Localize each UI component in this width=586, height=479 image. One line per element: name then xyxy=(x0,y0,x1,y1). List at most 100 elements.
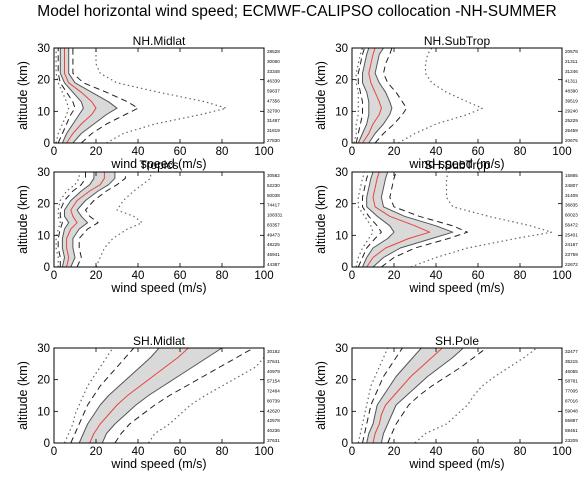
y-tick-label: 20 xyxy=(37,199,50,211)
sample-count-label: 46339 xyxy=(267,79,280,84)
series-median xyxy=(372,348,443,443)
panel-title: SH.Midlat xyxy=(133,334,186,348)
y-tick-label: 0 xyxy=(342,138,348,150)
series-p99 xyxy=(414,348,538,443)
iqr-band xyxy=(79,348,222,443)
sample-count-label: 23759 xyxy=(565,252,578,257)
series-p99 xyxy=(410,172,553,267)
x-tick-label: 80 xyxy=(514,446,527,458)
y-tick-label: 10 xyxy=(37,406,50,418)
x-tick-label: 80 xyxy=(514,270,527,282)
series-median xyxy=(89,348,189,443)
x-axis-label: wind speed (m/s) xyxy=(110,281,206,295)
sample-count-label: 60023 xyxy=(565,213,578,218)
sample-count-label: 20578 xyxy=(565,49,578,54)
sample-count-label: 40979 xyxy=(267,369,280,374)
series-group xyxy=(353,48,483,143)
series-p25 xyxy=(366,348,422,443)
x-tick-label: 60 xyxy=(174,446,187,458)
sample-count-label: 24807 xyxy=(565,183,578,188)
y-tick-label: 30 xyxy=(37,43,50,55)
x-tick-label: 40 xyxy=(132,146,145,158)
sample-count-label: 35215 xyxy=(565,359,578,364)
series-p10 xyxy=(362,348,403,443)
series-p90 xyxy=(387,348,487,443)
sample-count-label: 83357 xyxy=(267,222,280,227)
figure-title: Model horizontal wind speed; ECMWF-CALIP… xyxy=(37,3,556,20)
y-axis-label: altitude (km) xyxy=(16,185,30,254)
x-tick-label: 100 xyxy=(552,146,571,158)
x-tick-label: 80 xyxy=(216,146,229,158)
x-tick-label: 0 xyxy=(349,146,355,158)
sample-count-label: 20675 xyxy=(565,138,578,143)
sample-count-label: 72484 xyxy=(267,389,280,394)
y-tick-label: 0 xyxy=(44,138,50,150)
sample-count-label: 33348 xyxy=(267,69,280,74)
series-group xyxy=(55,172,152,267)
panel-title: Tropics xyxy=(140,158,179,172)
iqr-band xyxy=(358,48,392,143)
sample-count-label: 52230 xyxy=(267,183,280,188)
series-p10 xyxy=(57,48,76,143)
y-tick-label: 30 xyxy=(335,343,348,355)
x-tick-label: 60 xyxy=(472,146,485,158)
x-tick-label: 40 xyxy=(132,446,145,458)
y-tick-label: 10 xyxy=(37,230,50,242)
sample-count-label: 25459 xyxy=(565,128,578,133)
series-p99 xyxy=(147,348,264,443)
x-tick-label: 80 xyxy=(216,270,229,282)
sample-count-label: 25401 xyxy=(565,232,578,237)
y-tick-label: 0 xyxy=(342,438,348,450)
x-axis-label: wind speed (m/s) xyxy=(408,157,504,171)
x-tick-label: 100 xyxy=(254,146,273,158)
x-tick-label: 20 xyxy=(388,146,401,158)
panel-sh-pole: 0 20 40 60 80 100 0 10 20 30 SH.Pole wind speed (m/… xyxy=(314,334,578,471)
sample-count-label: 80739 xyxy=(267,398,280,403)
sample-count-label: 31246 xyxy=(565,69,578,74)
series-p5 xyxy=(353,48,364,143)
sample-count-label: 32700 xyxy=(267,108,280,113)
y-tick-label: 20 xyxy=(335,75,348,87)
sample-count-label: 21311 xyxy=(565,59,578,64)
x-axis-label: wind speed (m/s) xyxy=(408,281,504,295)
x-axis-label: wind speed (m/s) xyxy=(110,457,206,471)
y-tick-label: 10 xyxy=(335,106,348,118)
sample-count-label: 30182 xyxy=(267,349,280,354)
series-p90 xyxy=(76,172,126,267)
x-tick-label: 20 xyxy=(90,446,103,458)
series-group xyxy=(55,48,227,143)
plot-frame xyxy=(53,47,265,144)
series-p90 xyxy=(374,48,408,143)
x-tick-label: 100 xyxy=(254,270,273,282)
series-p75 xyxy=(372,172,454,267)
iqr-band xyxy=(62,172,115,267)
plot-area xyxy=(54,172,264,267)
sample-count-label: 31819 xyxy=(267,128,280,133)
iqr-band xyxy=(60,48,117,143)
x-axis-label: wind speed (m/s) xyxy=(110,157,206,171)
panel-nh-subtrop: 0 20 40 60 80 100 0 10 20 30 NH.SubTrop wind speed … xyxy=(314,34,578,171)
plot-frame xyxy=(53,171,265,268)
sample-count-label: 42620 xyxy=(267,408,280,413)
x-tick-label: 60 xyxy=(174,270,187,282)
x-tick-label: 0 xyxy=(51,270,57,282)
sample-count-label: 59637 xyxy=(267,89,280,94)
sample-count-label: 49473 xyxy=(267,232,280,237)
sample-count-label: 59048 xyxy=(565,408,578,413)
y-tick-label: 20 xyxy=(37,375,50,387)
x-tick-label: 100 xyxy=(254,446,273,458)
sample-count-label: 37631 xyxy=(267,438,280,443)
series-p25 xyxy=(59,48,84,143)
panel-title: NH.Midlat xyxy=(133,34,186,48)
sample-count-label: 42578 xyxy=(267,418,280,423)
panel-title: SH.Pole xyxy=(435,334,479,348)
plot-frame xyxy=(351,47,563,144)
x-tick-label: 0 xyxy=(349,270,355,282)
x-tick-label: 40 xyxy=(430,270,443,282)
series-p75 xyxy=(70,172,116,267)
sample-count-label: 29240 xyxy=(565,108,578,113)
panel-sh-midlat: 0 20 40 60 80 100 0 10 20 30 SH.Midlat wind speed (… xyxy=(16,334,280,471)
x-tick-label: 20 xyxy=(388,446,401,458)
series-median xyxy=(362,48,382,143)
